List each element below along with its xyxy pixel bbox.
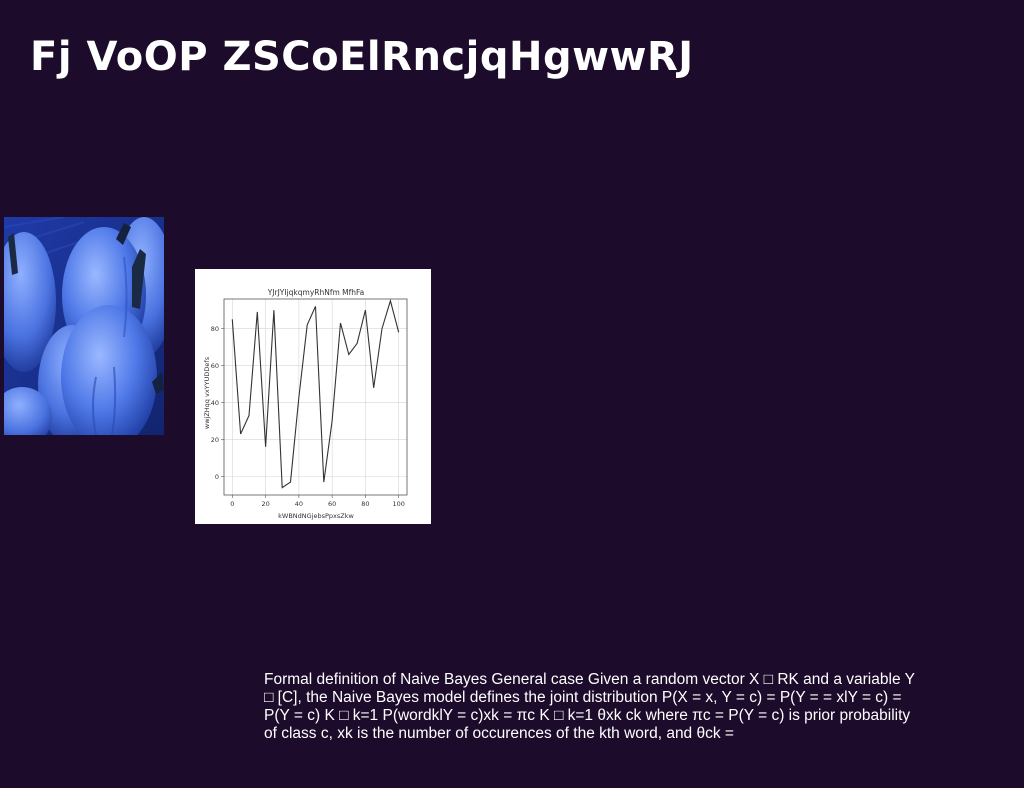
chart-y-axis-label: wwjZHqq vxYYUDDefs [203,356,211,429]
y-tick-label: 80 [211,325,219,333]
x-tick-label: 80 [361,500,369,508]
x-tick-label: 0 [230,500,234,508]
y-tick-label: 0 [215,473,219,481]
chart-plot-frame [223,298,408,496]
chart-series-line [231,298,400,489]
x-tick-label: 20 [261,500,269,508]
x-tick-label: 40 [295,500,303,508]
line-chart-card: YJrJYIjqkqmyRhNfm MfhFa kWBNdNGjebsPpxsZ… [195,269,431,524]
pumpkin-illustration [4,217,164,435]
line-chart: YJrJYIjqkqmyRhNfm MfhFa kWBNdNGjebsPpxsZ… [203,288,408,520]
slide-body-text: Formal definition of Naive Bayes General… [264,671,915,742]
x-tick-label: 100 [392,500,404,508]
x-tick-label: 60 [328,500,336,508]
y-tick-label: 60 [211,362,219,370]
pumpkin-photo [4,217,164,435]
y-tick-label: 20 [211,436,219,444]
chart-title: YJrJYIjqkqmyRhNfm MfhFa [267,288,365,297]
y-tick-label: 40 [211,399,219,407]
slide-title: Fj VoOP ZSCoElRncjqHgwwRJ [30,34,694,80]
chart-x-axis-label: kWBNdNGjebsPpxsZkw [278,512,354,520]
